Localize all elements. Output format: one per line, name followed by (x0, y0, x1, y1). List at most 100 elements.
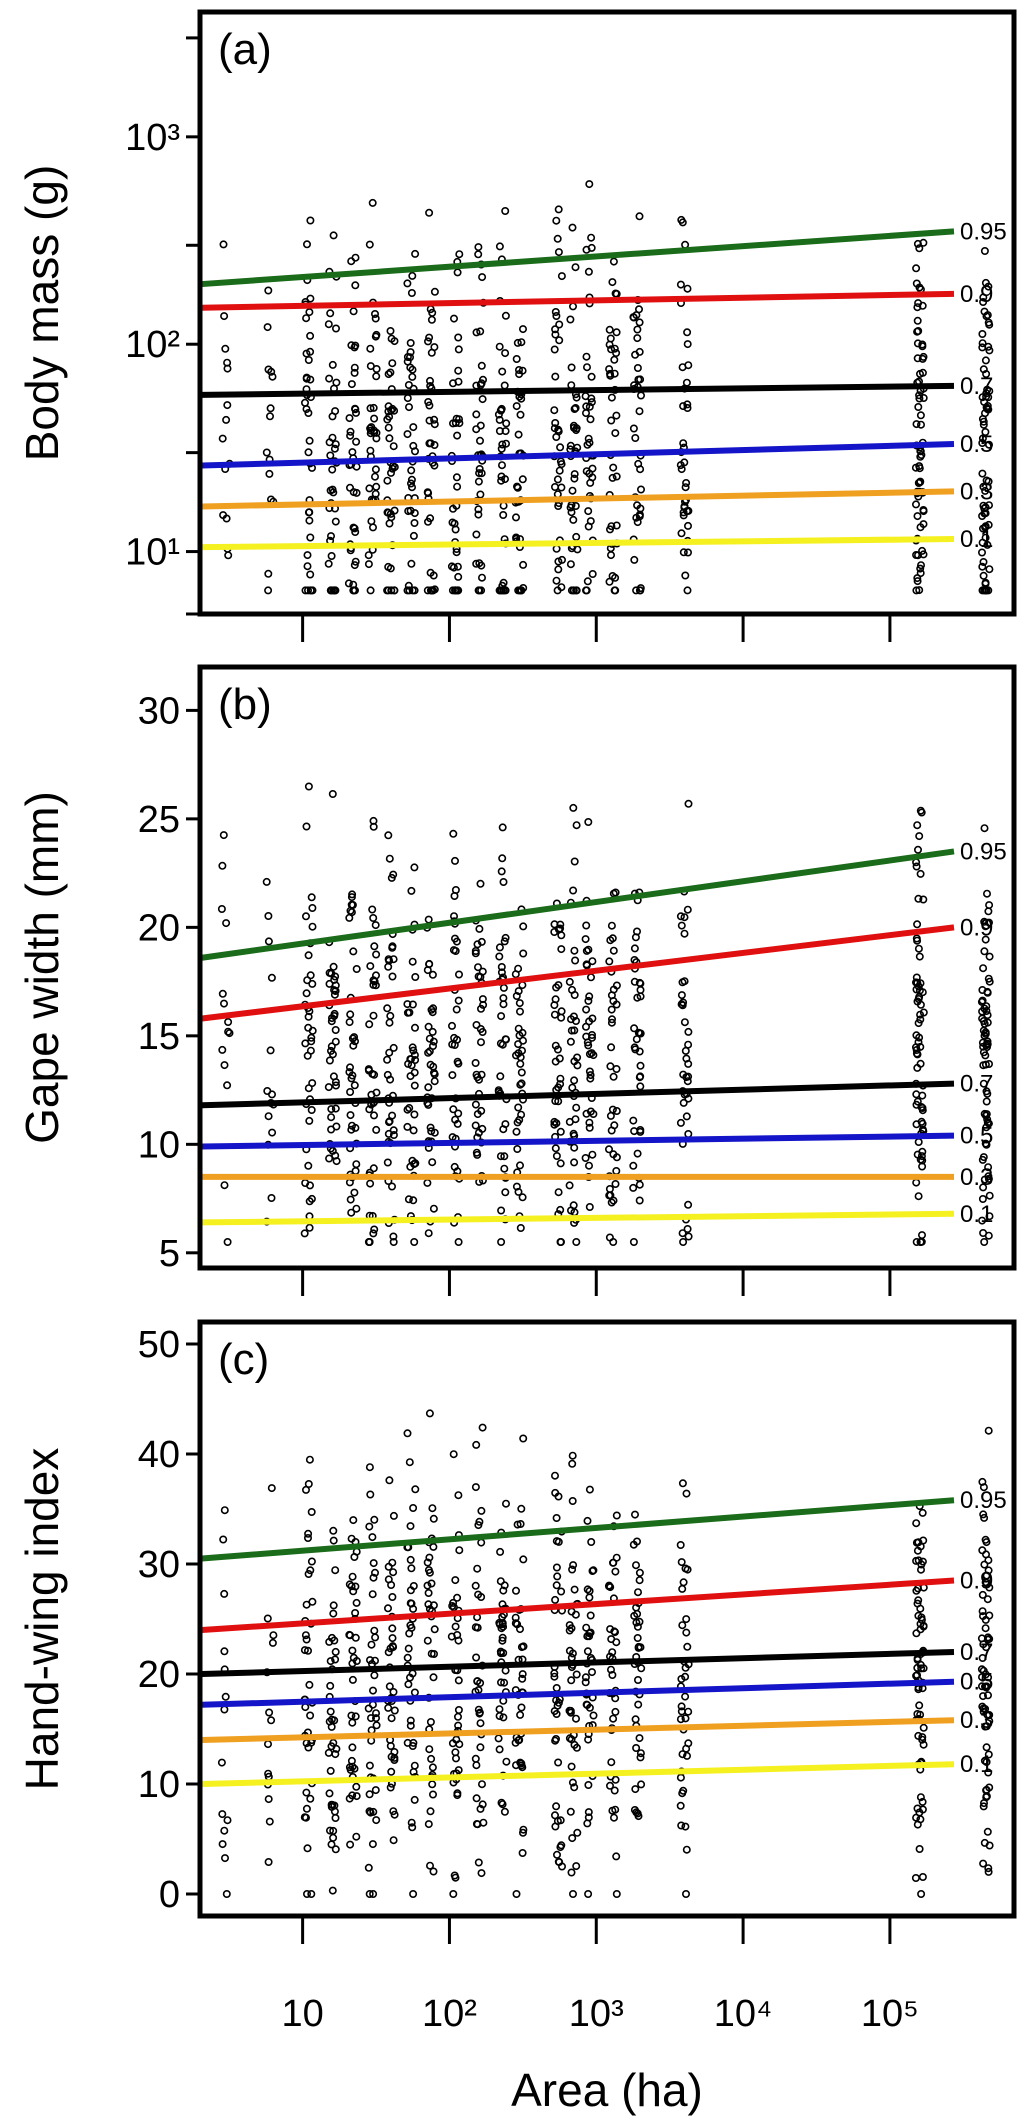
data-point (979, 1079, 988, 1088)
data-point (550, 1471, 559, 1480)
y-axis-title: Gape width (mm) (16, 791, 68, 1144)
data-point (305, 1455, 314, 1464)
data-point (582, 467, 591, 476)
data-point (980, 409, 989, 418)
data-point (553, 1572, 562, 1581)
data-point (682, 1112, 691, 1121)
data-point (384, 831, 393, 840)
data-point (328, 1050, 337, 1059)
data-point (513, 1620, 522, 1629)
data-point (389, 1568, 398, 1577)
data-point (571, 263, 580, 272)
data-point (366, 1179, 375, 1188)
data-point (425, 960, 434, 969)
data-point (429, 1514, 438, 1523)
data-point (331, 1026, 340, 1035)
data-point (385, 434, 394, 443)
data-point (629, 1116, 638, 1125)
data-point (347, 341, 356, 350)
data-point (262, 877, 271, 886)
data-point (612, 328, 621, 337)
y-tick-label: 50 (138, 1324, 180, 1366)
data-point (567, 985, 576, 994)
data-point (329, 1609, 338, 1618)
data-point (582, 1005, 591, 1014)
data-point (677, 1702, 686, 1711)
data-point (425, 1745, 434, 1754)
data-point (554, 1188, 563, 1197)
data-point (449, 314, 458, 323)
data-point (474, 510, 483, 519)
data-point (477, 1780, 486, 1789)
data-point (678, 1479, 687, 1488)
data-point (977, 548, 986, 557)
quantile-line-0.9 (201, 924, 955, 1022)
data-point (266, 404, 275, 413)
data-point (263, 1740, 272, 1749)
data-point (352, 1832, 361, 1841)
data-point (605, 325, 614, 334)
data-point (568, 1451, 577, 1460)
data-point (550, 406, 559, 415)
data-point (501, 933, 510, 942)
quantile-label-0.1: 0.1 (960, 1751, 993, 1778)
data-point (982, 889, 991, 898)
data-point (980, 917, 989, 926)
data-point (474, 243, 483, 252)
data-point (568, 1565, 577, 1574)
data-point (677, 529, 686, 538)
data-point (630, 555, 639, 564)
data-point (308, 979, 317, 988)
data-point (369, 403, 378, 412)
data-point (430, 1128, 439, 1137)
data-point (365, 1238, 374, 1247)
data-point (496, 1072, 505, 1081)
data-point (631, 1715, 640, 1724)
data-point (389, 1836, 398, 1845)
data-point (635, 1180, 644, 1189)
data-point (453, 1712, 462, 1721)
data-point (366, 1714, 375, 1723)
data-point (477, 1106, 486, 1115)
data-point (331, 1566, 340, 1575)
data-point (567, 1868, 576, 1877)
data-point (607, 345, 616, 354)
data-point (324, 320, 333, 329)
data-point (372, 1125, 381, 1134)
data-point (473, 963, 482, 972)
data-point (588, 957, 597, 966)
data-point (609, 257, 618, 266)
data-point (368, 905, 377, 914)
data-point (218, 1810, 227, 1819)
data-point (517, 338, 526, 347)
data-point (519, 1642, 528, 1651)
data-point (589, 1711, 598, 1720)
data-point (428, 970, 437, 979)
data-point (915, 464, 924, 473)
data-point (632, 927, 641, 936)
data-point (552, 1802, 561, 1811)
data-point (366, 404, 375, 413)
data-point (473, 1677, 482, 1686)
data-point (501, 1499, 510, 1508)
data-point (607, 921, 616, 930)
data-point (264, 365, 273, 374)
data-point (607, 1126, 616, 1135)
data-point (217, 904, 226, 913)
data-point (497, 1012, 506, 1021)
quantile-line-0.9 (201, 290, 955, 311)
data-point (329, 488, 338, 497)
data-point (264, 586, 273, 595)
data-point (423, 1558, 432, 1567)
data-point (587, 1033, 596, 1042)
data-point (612, 1065, 621, 1074)
data-point (326, 309, 335, 318)
data-point (268, 1128, 277, 1137)
data-point (347, 1121, 356, 1130)
data-point (497, 444, 506, 453)
data-point (475, 469, 484, 478)
data-point (498, 581, 507, 590)
quantile-line-0.3 (201, 1717, 955, 1743)
data-point (350, 363, 359, 372)
data-point (985, 1212, 994, 1221)
